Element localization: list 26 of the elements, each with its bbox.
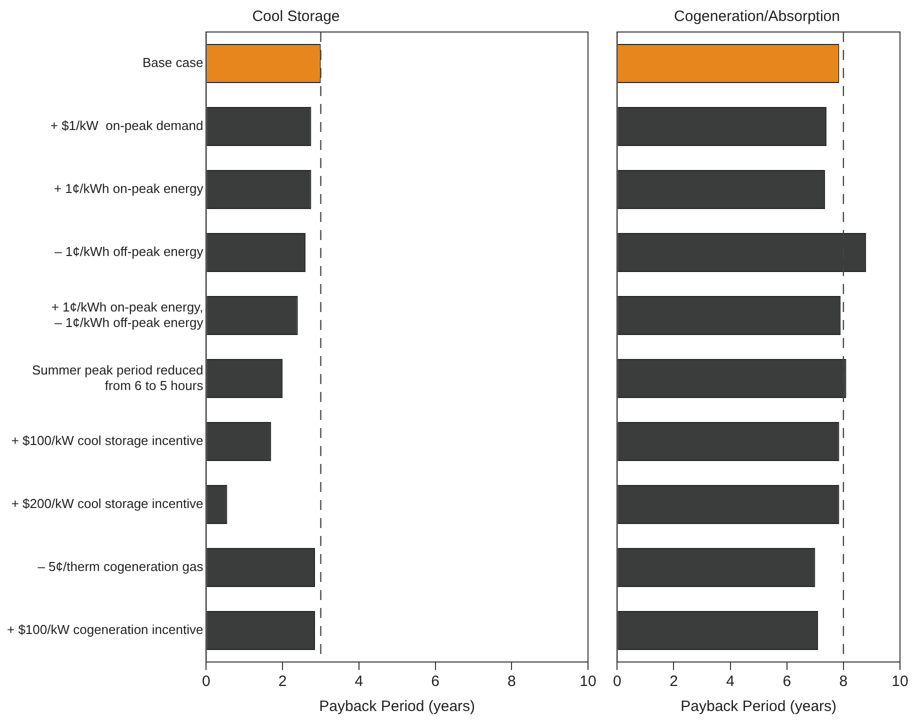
x-tick-label: 0	[613, 673, 622, 690]
y-tick-label: + 1¢/kWh on-peak energy, – 1¢/kWh off-peak energy	[51, 299, 204, 330]
y-tick-label: Base case	[142, 55, 204, 70]
x-axis-title: Payback Period (years)	[319, 698, 476, 716]
x-tick-label: 10	[892, 673, 908, 690]
y-tick-label: + $1/kW on-peak demand	[50, 118, 204, 134]
x-tick-label: 6	[431, 673, 440, 690]
y-tick-label: – 5¢/therm cogeneration gas	[38, 559, 204, 574]
x-tick-label: 2	[670, 673, 678, 690]
x-tick-label: 8	[507, 673, 516, 690]
x-tick-label: 2	[278, 673, 287, 690]
x-tick-label: 8	[839, 673, 848, 690]
y-tick-label: – 1¢/kWh off-peak energy	[54, 244, 204, 260]
y-tick-label: + $200/kW cool storage incentive	[11, 496, 204, 512]
y-tick-label: + $100/kW cool storage incentive	[11, 433, 204, 448]
x-tick-label: 10	[580, 673, 596, 690]
y-tick-label: + 1¢/kWh on-peak energy	[54, 181, 204, 196]
x-tick-label: 4	[354, 673, 364, 690]
y-tick-label: Summer peak period reduced from 6 to 5 hours	[32, 362, 204, 393]
chart-title: Cogeneration/Absorption	[674, 8, 840, 26]
x-axis-title: Payback Period (years)	[680, 698, 837, 716]
x-tick-label: 0	[202, 673, 210, 690]
chart-title: Cool Storage	[252, 8, 340, 26]
x-tick-label: 4	[726, 673, 734, 690]
y-tick-label: + $100/kW cogeneration incentive	[6, 622, 204, 638]
x-tick-label: 6	[782, 673, 792, 690]
